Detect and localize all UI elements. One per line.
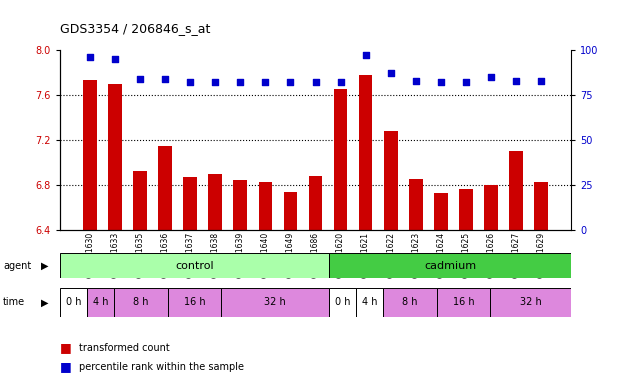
Point: [210, 79, 220, 86]
Text: ▶: ▶: [41, 297, 49, 308]
Text: 32 h: 32 h: [520, 297, 541, 308]
Point: [486, 74, 496, 80]
Point: [386, 70, 396, 76]
Bar: [109, 84, 122, 230]
Text: control: control: [175, 261, 214, 271]
Bar: [184, 177, 197, 230]
Text: GDS3354 / 206846_s_at: GDS3354 / 206846_s_at: [60, 22, 210, 35]
Text: 16 h: 16 h: [452, 297, 475, 308]
Text: ■: ■: [60, 341, 72, 354]
Bar: [133, 170, 147, 230]
Text: 16 h: 16 h: [184, 297, 205, 308]
Bar: [60, 253, 329, 278]
Bar: [87, 288, 114, 317]
Text: time: time: [3, 297, 25, 308]
Bar: [168, 288, 221, 317]
Bar: [434, 193, 447, 230]
Text: 8 h: 8 h: [402, 297, 417, 308]
Point: [461, 79, 471, 86]
Bar: [509, 151, 522, 230]
Bar: [329, 253, 571, 278]
Text: 32 h: 32 h: [264, 297, 286, 308]
Bar: [60, 288, 87, 317]
Bar: [221, 288, 329, 317]
Bar: [459, 189, 473, 230]
Bar: [233, 180, 247, 230]
Text: agent: agent: [3, 261, 32, 271]
Bar: [534, 182, 548, 230]
Point: [310, 79, 321, 86]
Bar: [358, 75, 372, 230]
Text: ▶: ▶: [41, 261, 49, 271]
Point: [261, 79, 271, 86]
Point: [160, 76, 170, 82]
Point: [511, 78, 521, 84]
Point: [186, 79, 196, 86]
Bar: [383, 288, 437, 317]
Bar: [114, 288, 168, 317]
Point: [85, 54, 95, 60]
Point: [285, 79, 295, 86]
Bar: [158, 146, 172, 230]
Text: cadmium: cadmium: [424, 261, 476, 271]
Bar: [384, 131, 398, 230]
Point: [536, 78, 546, 84]
Text: 0 h: 0 h: [66, 297, 81, 308]
Text: 8 h: 8 h: [133, 297, 148, 308]
Text: percentile rank within the sample: percentile rank within the sample: [79, 362, 244, 372]
Text: transformed count: transformed count: [79, 343, 170, 353]
Bar: [490, 288, 571, 317]
Bar: [437, 288, 490, 317]
Point: [336, 79, 346, 86]
Bar: [309, 176, 322, 230]
Bar: [409, 179, 423, 230]
Text: 0 h: 0 h: [334, 297, 350, 308]
Bar: [208, 174, 222, 230]
Text: ■: ■: [60, 360, 72, 373]
Bar: [259, 182, 273, 230]
Bar: [283, 192, 297, 230]
Bar: [334, 89, 348, 230]
Point: [235, 79, 245, 86]
Bar: [484, 185, 498, 230]
Point: [360, 52, 370, 58]
Point: [411, 78, 421, 84]
Bar: [356, 288, 383, 317]
Text: 4 h: 4 h: [93, 297, 108, 308]
Bar: [329, 288, 356, 317]
Text: 4 h: 4 h: [362, 297, 377, 308]
Bar: [83, 80, 97, 230]
Point: [435, 79, 445, 86]
Point: [135, 76, 145, 82]
Point: [110, 56, 120, 62]
